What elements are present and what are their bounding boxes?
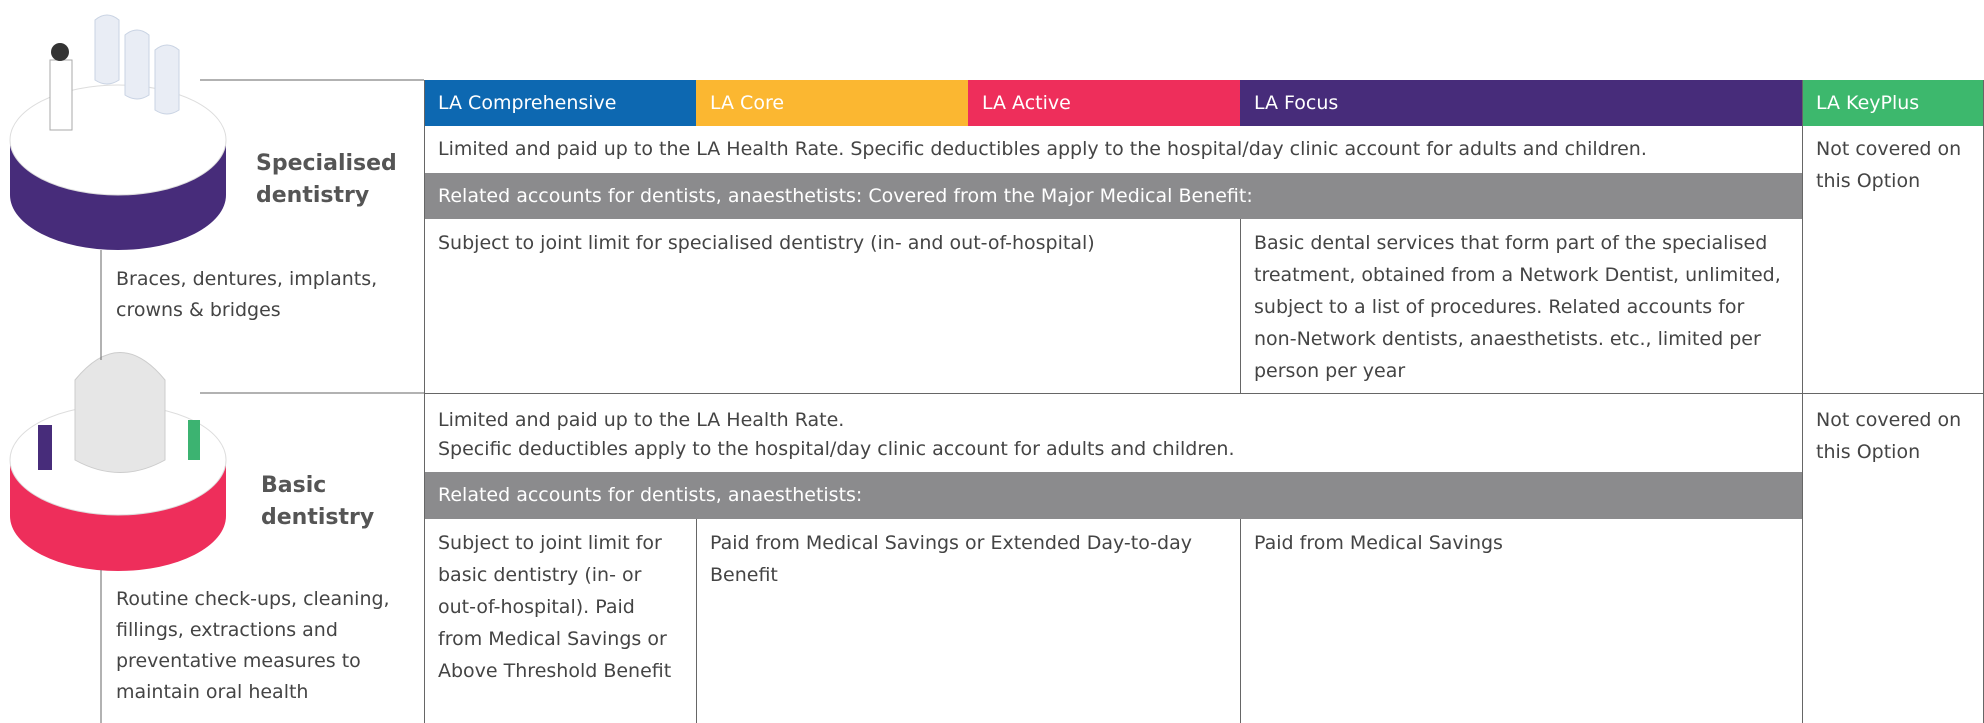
illustrations xyxy=(9,14,424,723)
keyplus-cell: Not covered on this Option xyxy=(1816,409,1962,463)
section-title: Specialised dentistry xyxy=(256,151,397,208)
intro-line: Limited and paid up to the LA Health Rat… xyxy=(438,409,845,431)
column-header: LA Comprehensive xyxy=(424,80,696,126)
border xyxy=(1240,219,1241,393)
detail-cell: Subject to joint limit for specialised d… xyxy=(438,232,1095,254)
related-bar: Related accounts for dentists, anaesthet… xyxy=(424,472,1802,519)
border xyxy=(424,393,1984,394)
related-bar: Related accounts for dentists, anaesthet… xyxy=(424,173,1802,219)
section-description: Braces, dentures, implants, crowns & bri… xyxy=(116,268,378,321)
column-header: LA Core xyxy=(696,80,968,126)
detail-cell: Basic dental services that form part of … xyxy=(1254,232,1781,382)
keyplus-cell: Not covered on this Option xyxy=(1816,138,1962,192)
border xyxy=(1240,519,1241,723)
border xyxy=(1802,80,1803,723)
column-header: LA Focus xyxy=(1240,80,1802,126)
border xyxy=(424,80,425,723)
intro-line: Specific deductibles apply to the hospit… xyxy=(438,438,1235,460)
intro-line: Limited and paid up to the LA Health Rat… xyxy=(438,138,1647,160)
detail-cell: Paid from Medical Savings xyxy=(1254,532,1503,554)
border xyxy=(696,519,697,723)
detail-cell: Subject to joint limit for basic dentist… xyxy=(438,532,672,682)
section-description: Routine check-ups, cleaning, fillings, e… xyxy=(116,588,390,703)
column-header: LA KeyPlus xyxy=(1802,80,1984,126)
column-header: LA Active xyxy=(968,80,1240,126)
detail-cell: Paid from Medical Savings or Extended Da… xyxy=(710,532,1193,586)
section-title: Basic dentistry xyxy=(261,473,375,530)
